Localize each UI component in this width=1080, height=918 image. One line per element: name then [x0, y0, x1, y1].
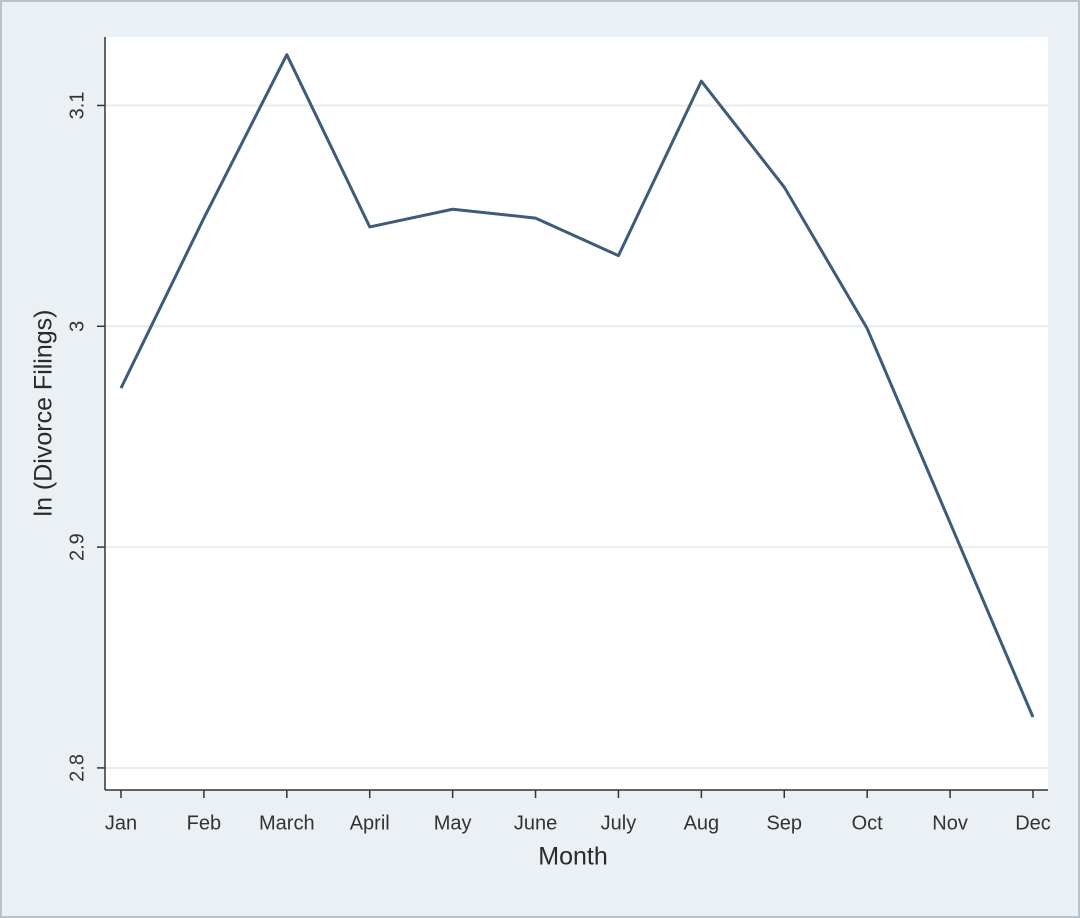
- x-tick-label: Oct: [852, 812, 884, 834]
- x-tick-label: Sep: [766, 812, 802, 834]
- x-tick-label: Jan: [105, 812, 137, 834]
- x-tick-label: Feb: [187, 812, 221, 834]
- y-axis-title: ln (Divorce Filings): [30, 310, 58, 517]
- x-tick-label: July: [601, 812, 637, 834]
- y-tick-label: 3: [66, 321, 88, 332]
- y-tick-label: 2.8: [66, 754, 88, 782]
- data-line: [119, 53, 1035, 718]
- x-tick-label: Aug: [684, 812, 720, 834]
- x-tick-label: Nov: [932, 812, 968, 834]
- x-tick-label: March: [259, 812, 315, 834]
- x-tick-label: April: [350, 812, 390, 834]
- y-tick-label: 3.1: [66, 92, 88, 120]
- x-tick-label: June: [514, 812, 557, 834]
- plot-area: [105, 37, 1048, 790]
- x-tick-label: Dec: [1015, 812, 1051, 834]
- y-tick-label: 2.9: [66, 533, 88, 561]
- x-tick-label: May: [434, 812, 472, 834]
- x-axis-title: Month: [538, 843, 607, 871]
